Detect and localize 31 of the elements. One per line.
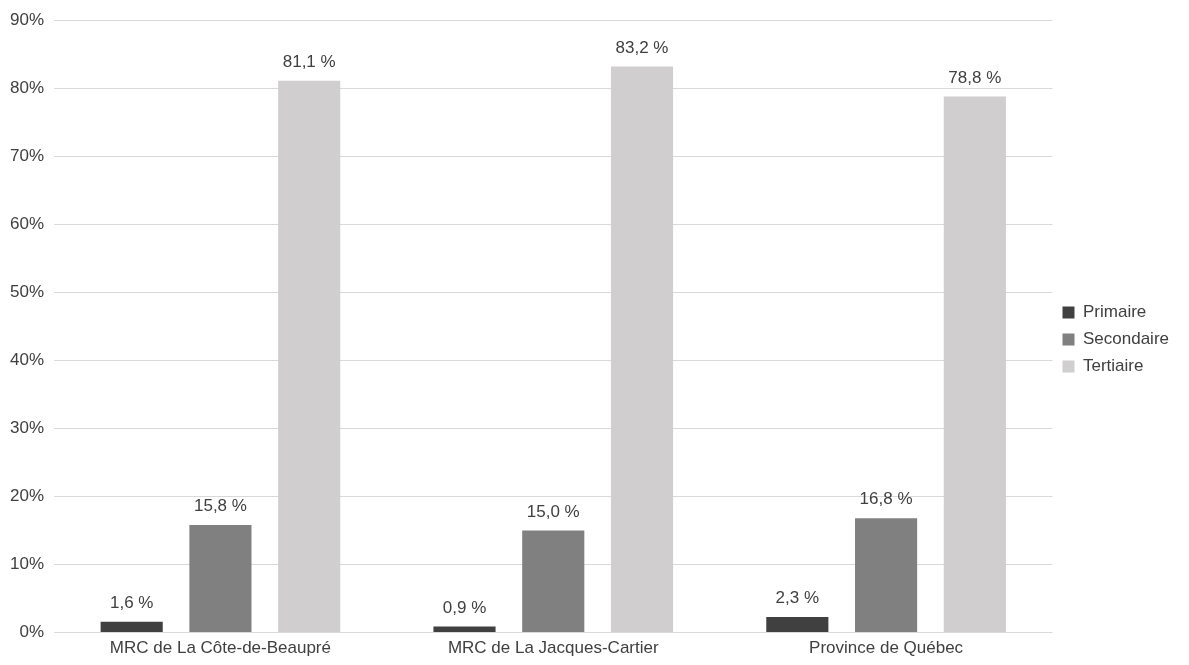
y-tick-label: 80% xyxy=(9,77,45,97)
bar xyxy=(189,525,252,633)
data-label: 0,9 % xyxy=(442,597,487,617)
data-label: 83,2 % xyxy=(615,37,669,57)
y-tick-label: 70% xyxy=(9,145,45,165)
y-tick-label: 20% xyxy=(9,486,45,506)
legend-label: Secondaire xyxy=(1083,329,1170,349)
data-label: 2,3 % xyxy=(775,588,820,608)
bar xyxy=(855,518,918,633)
y-tick-label: 30% xyxy=(9,418,45,438)
y-tick-label: 90% xyxy=(9,9,45,29)
data-label: 78,8 % xyxy=(948,67,1002,87)
data-label: 1,6 % xyxy=(109,592,154,612)
x-tick-label: MRC de La Jacques-Cartier xyxy=(447,638,659,658)
bar xyxy=(100,621,163,633)
bar xyxy=(766,616,829,633)
y-tick-label: 40% xyxy=(9,350,45,370)
data-label: 16,8 % xyxy=(859,489,913,509)
bar xyxy=(522,530,585,633)
y-tick-label: 50% xyxy=(9,282,45,302)
x-tick-label: MRC de La Côte-de-Beaupré xyxy=(109,638,331,658)
y-tick-label: 0% xyxy=(19,622,45,642)
y-tick-label: 10% xyxy=(9,554,45,574)
data-label: 15,0 % xyxy=(526,501,580,521)
data-label: 81,1 % xyxy=(282,51,336,71)
bar xyxy=(433,626,496,633)
x-tick-label: Province de Québec xyxy=(809,638,964,658)
data-label: 15,8 % xyxy=(193,496,247,516)
y-tick-label: 60% xyxy=(9,214,45,234)
legend-label: Tertiaire xyxy=(1083,356,1144,376)
legend-label: Primaire xyxy=(1083,302,1147,322)
